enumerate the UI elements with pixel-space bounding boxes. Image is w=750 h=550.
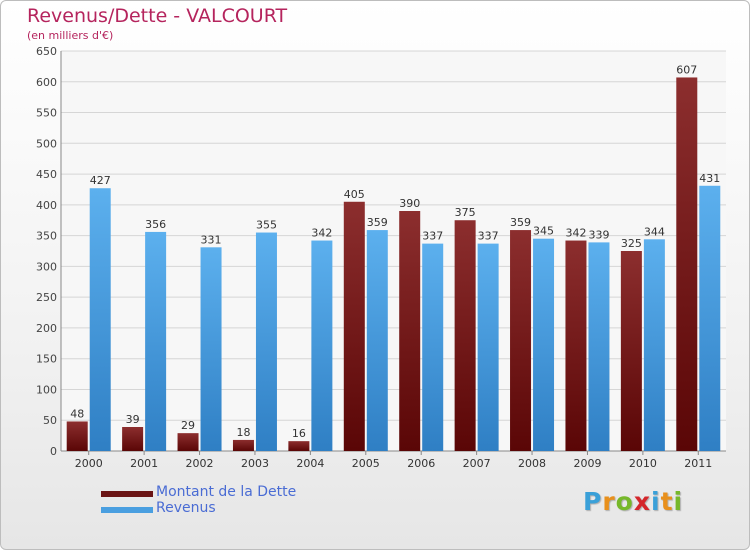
- data-label-debt: 359: [510, 216, 531, 229]
- legend-swatch-dette: [101, 491, 153, 497]
- plot-area: [61, 51, 726, 451]
- data-label-revenue: 339: [588, 228, 609, 241]
- data-label-revenue: 342: [311, 227, 332, 240]
- y-tick-label: 0: [50, 445, 57, 458]
- bar-debt: [177, 433, 199, 451]
- bar-debt: [232, 439, 254, 451]
- data-label-debt: 390: [399, 197, 420, 210]
- bar-debt: [676, 77, 698, 451]
- x-tick-label: 2008: [518, 457, 546, 470]
- bar-debt: [620, 251, 642, 451]
- bar-debt: [288, 441, 310, 451]
- x-tick-label: 2009: [573, 457, 601, 470]
- logo-letter: i: [673, 487, 684, 516]
- data-label-revenue: 359: [367, 216, 388, 229]
- y-tick-label: 150: [36, 353, 57, 366]
- y-tick-label: 400: [36, 199, 57, 212]
- data-label-revenue: 337: [422, 230, 443, 243]
- data-label-debt: 342: [565, 227, 586, 240]
- x-tick-label: 2004: [296, 457, 324, 470]
- legend-label-dette: Montant de la Dette: [156, 484, 297, 500]
- chart-title: Revenus/Dette - VALCOURT: [27, 5, 288, 27]
- bar-revenue: [255, 232, 277, 451]
- bar-debt: [399, 211, 421, 451]
- data-label-debt: 39: [126, 413, 140, 426]
- logo-letter: i: [651, 487, 661, 516]
- x-tick-label: 2003: [241, 457, 269, 470]
- bar-revenue: [366, 230, 388, 451]
- y-tick-label: 500: [36, 137, 57, 150]
- logo-letter: o: [615, 487, 634, 516]
- data-label-revenue: 345: [533, 225, 554, 238]
- bar-revenue: [145, 231, 167, 451]
- logo-letter: x: [633, 487, 651, 516]
- bar-revenue: [588, 242, 610, 451]
- data-label-revenue: 344: [644, 225, 665, 238]
- legend-swatch-revenus: [101, 507, 153, 513]
- bar-revenue: [643, 239, 665, 451]
- x-tick-label: 2010: [629, 457, 657, 470]
- data-label-debt: 18: [236, 426, 250, 439]
- bar-debt: [122, 427, 144, 451]
- y-tick-label: 50: [43, 414, 57, 427]
- logo-letter: P: [583, 487, 603, 516]
- x-tick-label: 2005: [352, 457, 380, 470]
- bar-revenue: [200, 247, 222, 451]
- legend-label-revenus: Revenus: [156, 500, 216, 516]
- data-label-debt: 48: [70, 407, 84, 420]
- data-label-debt: 375: [455, 206, 476, 219]
- bar-revenue: [89, 188, 111, 451]
- data-label-debt: 325: [621, 237, 642, 250]
- data-label-revenue: 355: [256, 219, 277, 232]
- x-tick-label: 2000: [75, 457, 103, 470]
- y-tick-label: 600: [36, 76, 57, 89]
- y-tick-label: 100: [36, 383, 57, 396]
- logo-letter: r: [602, 487, 616, 516]
- bar-debt: [565, 240, 587, 451]
- x-tick-label: 2007: [463, 457, 491, 470]
- y-tick-label: 350: [36, 230, 57, 243]
- y-tick-label: 200: [36, 322, 57, 335]
- bar-revenue: [533, 238, 555, 451]
- data-label-revenue: 427: [90, 174, 111, 187]
- proxiti-logo: Proxiti: [583, 487, 683, 516]
- data-label-debt: 16: [292, 427, 306, 440]
- bar-revenue: [422, 243, 444, 451]
- bar-debt: [510, 230, 532, 451]
- logo-letter: t: [660, 487, 674, 516]
- x-tick-label: 2006: [407, 457, 435, 470]
- bar-revenue: [699, 185, 721, 451]
- y-tick-label: 650: [36, 45, 57, 58]
- y-tick-label: 300: [36, 260, 57, 273]
- bar-debt: [454, 220, 476, 451]
- y-tick-label: 450: [36, 168, 57, 181]
- data-label-revenue: 331: [201, 233, 222, 246]
- bar-debt: [66, 421, 88, 451]
- y-tick-label: 250: [36, 291, 57, 304]
- data-label-debt: 607: [676, 63, 697, 76]
- data-label-debt: 405: [344, 188, 365, 201]
- bar-debt: [343, 201, 365, 451]
- y-tick-label: 550: [36, 107, 57, 120]
- bar-revenue: [477, 243, 499, 451]
- data-label-debt: 29: [181, 419, 195, 432]
- data-label-revenue: 356: [145, 218, 166, 231]
- data-label-revenue: 431: [699, 172, 720, 185]
- chart-subtitle: (en milliers d'€): [27, 29, 114, 42]
- x-tick-label: 2001: [130, 457, 158, 470]
- x-tick-label: 2002: [186, 457, 214, 470]
- bar-revenue: [311, 240, 333, 451]
- data-label-revenue: 337: [478, 230, 499, 243]
- x-tick-label: 2011: [684, 457, 712, 470]
